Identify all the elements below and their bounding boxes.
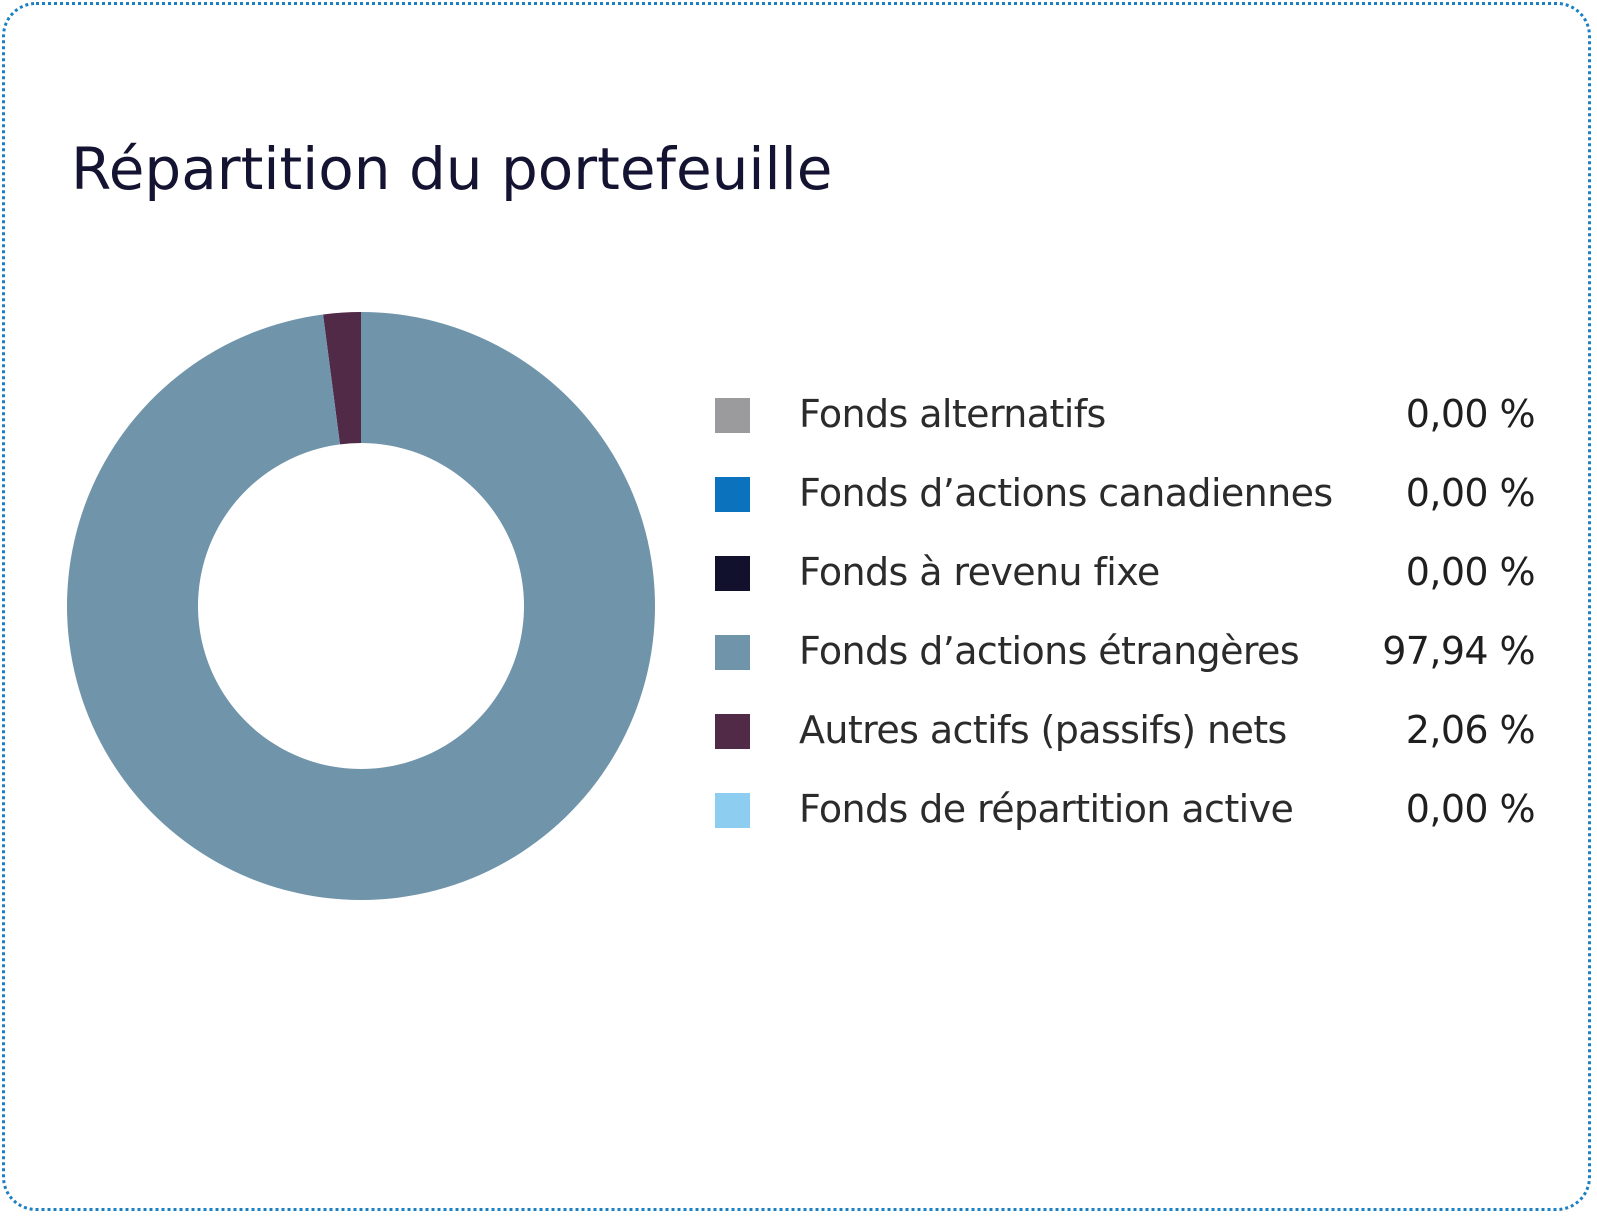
legend-item: Fonds d’actions canadiennes 0,00 % xyxy=(715,466,1536,545)
legend-item: Fonds à revenu fixe 0,00 % xyxy=(715,545,1536,624)
legend-value: 0,00 % xyxy=(1405,471,1536,515)
legend-swatch xyxy=(715,793,750,828)
legend-value: 2,06 % xyxy=(1405,708,1536,752)
legend-label: Fonds d’actions canadiennes xyxy=(799,471,1333,515)
legend-swatch xyxy=(715,635,750,670)
legend-value: 97,94 % xyxy=(1382,629,1535,673)
legend-label: Autres actifs (passifs) nets xyxy=(799,708,1287,752)
legend-value: 0,00 % xyxy=(1405,550,1536,594)
legend-swatch xyxy=(715,556,750,591)
donut-slice xyxy=(66,312,655,900)
legend-item: Fonds d’actions étrangères 97,94 % xyxy=(715,624,1536,703)
donut-slice xyxy=(323,312,361,445)
legend-swatch xyxy=(715,477,750,512)
legend-item: Autres actifs (passifs) nets 2,06 % xyxy=(715,703,1536,782)
chart-title: Répartition du portefeuille xyxy=(71,135,833,203)
legend-label: Fonds alternatifs xyxy=(799,392,1106,436)
legend-item: Fonds de répartition active 0,00 % xyxy=(715,782,1536,861)
chart-legend: Fonds alternatifs 0,00 % Fonds d’actions c… xyxy=(715,387,1536,861)
legend-swatch xyxy=(715,714,750,749)
legend-label: Fonds d’actions étrangères xyxy=(799,629,1300,673)
legend-label: Fonds de répartition active xyxy=(799,787,1294,831)
legend-label: Fonds à revenu fixe xyxy=(799,550,1160,594)
legend-value: 0,00 % xyxy=(1405,392,1536,436)
legend-swatch xyxy=(715,398,750,433)
donut-chart xyxy=(66,312,655,900)
legend-item: Fonds alternatifs 0,00 % xyxy=(715,387,1536,466)
donut-slices xyxy=(66,312,655,900)
legend-value: 0,00 % xyxy=(1405,787,1536,831)
